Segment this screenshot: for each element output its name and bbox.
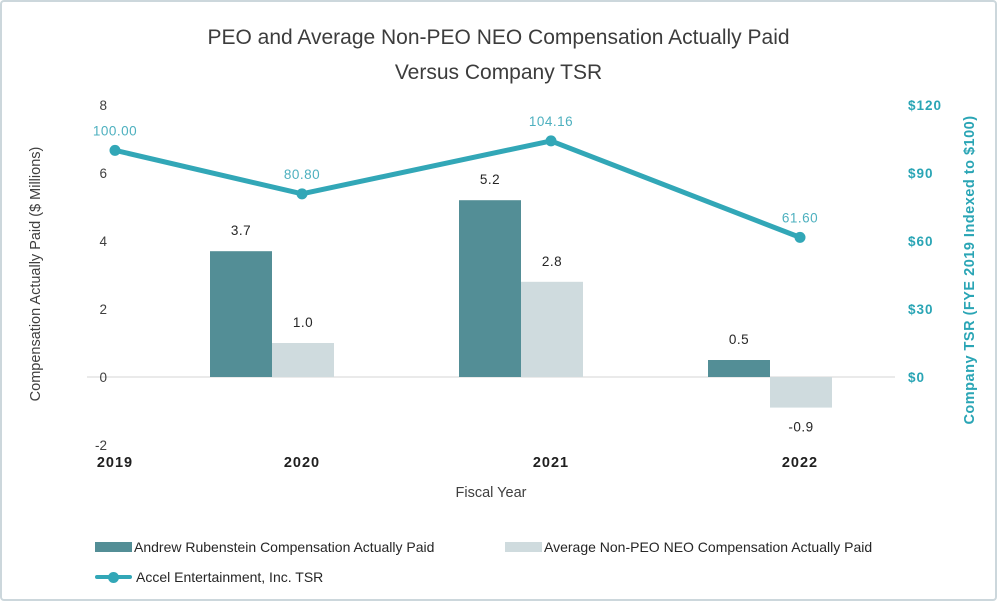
chart-title: PEO and Average Non-PEO NEO Compensation… bbox=[2, 20, 995, 90]
bar-label-series0-2022: 0.5 bbox=[729, 332, 749, 347]
x-axis-tick-2019: 2019 bbox=[97, 455, 133, 471]
x-axis-tick-2021: 2021 bbox=[533, 455, 569, 471]
right-axis-tick-30: $30 bbox=[908, 302, 934, 317]
chart-title-line2: Versus Company TSR bbox=[394, 61, 603, 84]
bar-label-series1-2020: 1.0 bbox=[293, 315, 313, 330]
legend-item-peo: Andrew Rubenstein Compensation Actually … bbox=[95, 539, 434, 555]
legend-label-nonpeo: Average Non-PEO NEO Compensation Actuall… bbox=[544, 539, 873, 555]
right-axis-tick-0: $0 bbox=[908, 370, 925, 385]
bar-series0-2020 bbox=[210, 251, 272, 377]
right-axis-tick-90: $90 bbox=[908, 166, 934, 181]
left-axis-tick-0: 0 bbox=[99, 370, 107, 385]
left-axis-tick-6: 6 bbox=[99, 166, 107, 181]
tsr-point-2019 bbox=[109, 144, 121, 156]
legend-label-tsr: Accel Entertainment, Inc. TSR bbox=[136, 569, 324, 585]
bar-series0-2021 bbox=[459, 200, 521, 377]
right-axis-tick-60: $60 bbox=[908, 234, 934, 249]
legend-item-tsr: Accel Entertainment, Inc. TSR bbox=[95, 569, 323, 585]
bar-label-series1-2021: 2.8 bbox=[542, 254, 562, 269]
x-axis-title: Fiscal Year bbox=[455, 485, 527, 501]
bar-label-series0-2020: 3.7 bbox=[231, 223, 251, 238]
bar-series1-2020 bbox=[272, 343, 334, 377]
legend-label-peo: Andrew Rubenstein Compensation Actually … bbox=[134, 539, 435, 555]
legend-swatch-nonpeo bbox=[505, 542, 542, 552]
x-axis-tick-2022: 2022 bbox=[782, 455, 818, 471]
bar-series1-2021 bbox=[521, 281, 583, 377]
left-axis-tick-8: 8 bbox=[99, 98, 107, 113]
tsr-label-2022: 61.60 bbox=[782, 210, 818, 225]
tsr-label-2019: 100.00 bbox=[93, 123, 137, 138]
legend-swatch-tsr-line bbox=[95, 571, 132, 583]
tsr-point-2021 bbox=[545, 135, 557, 147]
left-axis-tick-2: 2 bbox=[99, 302, 107, 317]
bar-series0-2022 bbox=[708, 360, 770, 377]
legend-swatch-peo bbox=[95, 542, 132, 552]
tsr-line bbox=[112, 138, 803, 240]
legend-swatch-tsr-dot bbox=[108, 571, 119, 583]
tsr-label-2020: 80.80 bbox=[284, 167, 320, 182]
left-axis-tick-4: 4 bbox=[99, 234, 107, 249]
x-axis-tick-2020: 2020 bbox=[284, 455, 320, 471]
bar-series1-2022 bbox=[770, 377, 832, 408]
bar-label-series0-2021: 5.2 bbox=[480, 172, 500, 187]
left-axis-tick--2: -2 bbox=[95, 438, 107, 453]
tsr-point-2022 bbox=[794, 231, 806, 243]
right-axis-tick-120: $120 bbox=[908, 98, 942, 113]
legend-item-nonpeo: Average Non-PEO NEO Compensation Actuall… bbox=[505, 539, 872, 555]
tsr-label-2021: 104.16 bbox=[529, 114, 573, 129]
chart-title-line1: PEO and Average Non-PEO NEO Compensation… bbox=[207, 26, 790, 49]
bar-label-series1-2022: -0.9 bbox=[788, 420, 813, 435]
tsr-point-2020 bbox=[296, 188, 308, 200]
